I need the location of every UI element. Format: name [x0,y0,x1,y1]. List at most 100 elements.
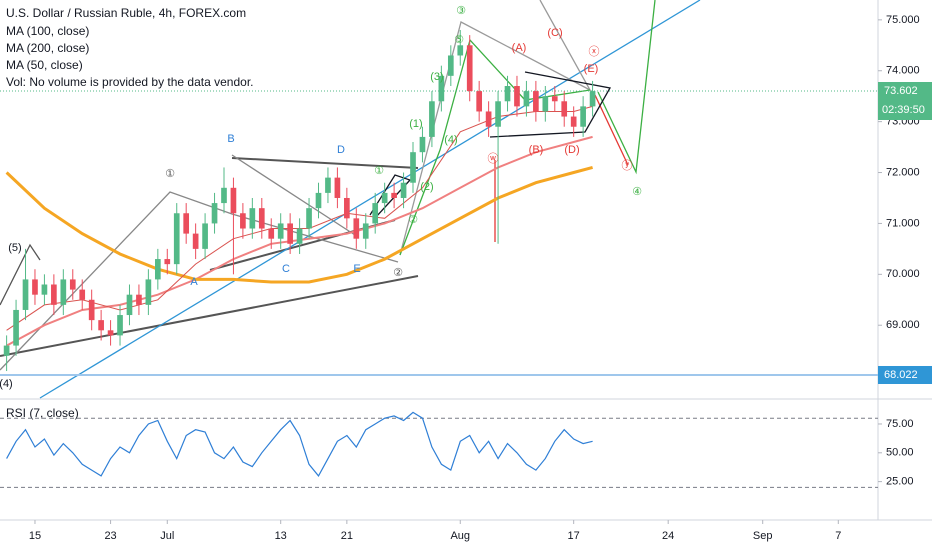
wave-label: ③ [456,5,466,17]
candle-body [296,228,303,244]
candle-body [287,223,293,244]
wave-label: ⓦ [488,152,499,165]
wave-line [231,154,356,236]
candle-body [240,213,246,229]
candle-body [315,192,322,209]
level-label: 68.022 [884,369,918,381]
triangle [489,71,612,138]
wave-line [597,0,656,175]
candle-body [277,223,284,239]
volume-note: Vol: No volume is provided by the data v… [6,75,253,89]
wave-label: ⓨ [622,159,633,172]
candle-body [126,294,133,316]
drawings [0,0,701,399]
wave-label: A [190,276,198,288]
candle-body [117,315,123,336]
candle-body [485,111,492,127]
wave-label: (1) [409,118,422,130]
candle-body [523,91,530,107]
wave-line [594,94,629,166]
trend-line [0,275,419,357]
wave-label: ② [408,214,418,226]
candle-body [476,91,483,112]
candle-body [268,228,275,239]
candle-body [13,309,19,346]
wave-label: (A) [512,42,527,54]
candle-body [533,91,539,112]
candle-body [145,279,152,305]
candle-body [447,55,454,76]
y-tick-label: 70.000 [886,268,920,280]
last-price-label: 73.602 [884,85,918,97]
rsi-tick-label: 50.00 [886,447,914,459]
candle-body [154,259,161,280]
candle-body [88,299,95,321]
candle-body [381,192,388,204]
x-tick-label: 23 [104,530,116,542]
trend-line [39,0,701,399]
candle-body [202,223,208,249]
wave-label: (4) [0,378,13,390]
candle-body [551,96,558,102]
wave-label: ① [165,168,175,180]
wave-label: ① [374,165,384,177]
x-tick-label: 17 [568,530,580,542]
candle-body [400,182,407,198]
candle-body [495,101,501,127]
x-tick-label: 21 [341,530,353,542]
candle-body [69,279,76,290]
wave-line [0,243,41,306]
candle-body [211,203,218,224]
wave-label: (D) [564,144,579,156]
wave-label: E [353,263,360,275]
candle-body [107,330,114,336]
x-tick-label: Jul [160,530,174,542]
candle-body [32,279,38,295]
countdown: 02:39:50 [882,104,925,116]
candle-body [3,345,10,356]
candle-body [362,223,369,239]
rsi-title: RSI (7, close) [6,406,79,420]
candle-body [325,177,331,193]
trend-line [231,157,419,169]
y-tick-label: 69.000 [886,319,920,331]
candle-body [306,208,312,229]
candle-body [466,45,473,92]
wave-label: B [227,133,234,145]
candle-body [41,284,48,295]
wave-line [399,0,592,256]
legend: U.S. Dollar / Russian Ruble, 4h, FOREX.c… [6,6,253,420]
wave-label: C [282,263,290,275]
candle-body [570,116,577,127]
candle-body [589,91,596,107]
candle-body [542,96,549,112]
wave-label: (5) [8,242,21,254]
candle-body [580,106,586,127]
x-tick-label: 15 [29,530,41,542]
legend-entry: MA (50, close) [6,58,83,72]
candle-body [60,279,67,305]
candle-body [136,294,142,305]
candle-body [22,279,29,310]
wave-label: D [337,144,345,156]
chart-title: U.S. Dollar / Russian Ruble, 4h, FOREX.c… [6,6,246,20]
candle-body [344,197,350,219]
wave-label: (C) [547,27,562,39]
candle-body [192,233,199,249]
legend-entry: MA (100, close) [6,24,89,38]
candle-body [429,101,435,137]
last-price-box [878,82,932,121]
candle-body [504,86,511,102]
candle-body [410,152,416,183]
moving-average [5,165,593,284]
y-tick-label: 75.000 [886,14,920,26]
candle-body [372,203,379,224]
candle-body [353,218,360,239]
candle-body [249,208,256,229]
candle-body [334,177,341,198]
wave-label: ② [393,267,403,279]
wave-label: (E) [584,63,599,75]
candle-body [258,208,265,229]
candle-body [79,289,86,300]
